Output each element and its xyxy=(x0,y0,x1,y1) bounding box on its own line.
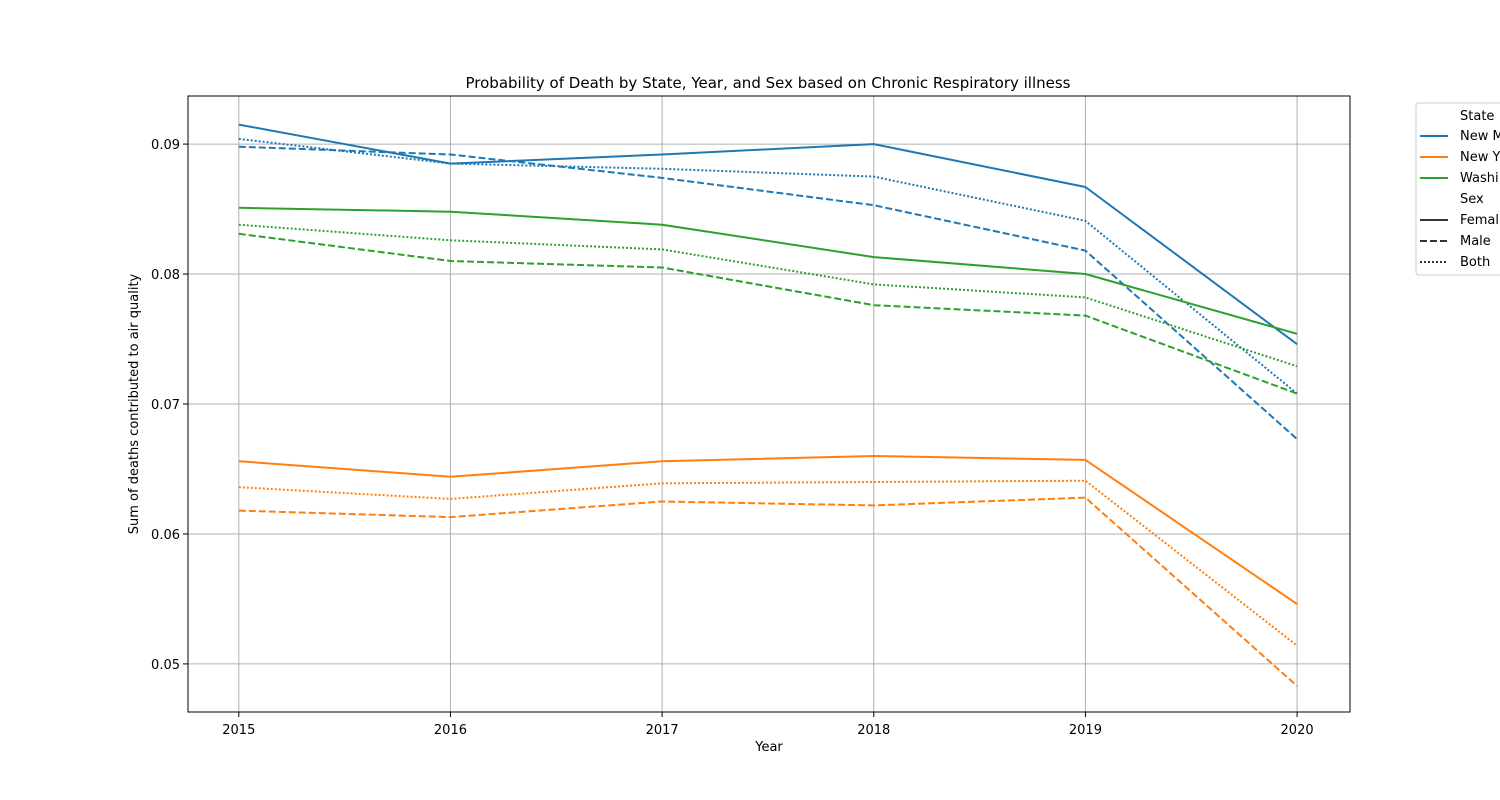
y-tick-label: 0.07 xyxy=(151,398,180,413)
y-tick-label: 0.06 xyxy=(151,528,180,543)
x-tick-label: 2020 xyxy=(1281,723,1314,738)
series-line-6 xyxy=(238,206,1298,335)
legend-label-sex: Femal xyxy=(1460,213,1499,228)
legend-label-state: Washi xyxy=(1460,171,1499,186)
series-line-4 xyxy=(238,496,1298,687)
y-tick-label: 0.05 xyxy=(151,658,180,673)
series-line-7 xyxy=(238,232,1298,395)
x-tick-label: 2015 xyxy=(222,723,255,738)
series-lines xyxy=(238,123,1298,687)
series-line-0 xyxy=(238,123,1298,346)
y-tick-label: 0.08 xyxy=(151,268,180,283)
y-tick-label: 0.09 xyxy=(151,138,180,153)
series-line-1 xyxy=(238,145,1298,440)
legend-title-state: State xyxy=(1460,109,1494,124)
series-line-8 xyxy=(238,223,1298,368)
y-axis-label: Sum of deaths contributed to air quality xyxy=(127,273,142,534)
series-line-3 xyxy=(238,455,1298,605)
legend: State New M New Y Washi Sex Femal Male Both xyxy=(1415,102,1500,276)
x-tick-label: 2017 xyxy=(646,723,679,738)
chart-title: Probability of Death by State, Year, and… xyxy=(466,74,1071,92)
legend-label-state: New M xyxy=(1460,129,1500,144)
series-line-5 xyxy=(238,479,1298,647)
legend-title-sex: Sex xyxy=(1460,192,1484,207)
x-tick-label: 2018 xyxy=(857,723,890,738)
legend-label-sex: Both xyxy=(1460,255,1490,270)
x-axis: 2015 2016 2017 2018 2019 2020 xyxy=(222,712,1314,738)
x-tick-label: 2019 xyxy=(1069,723,1102,738)
legend-box xyxy=(1415,102,1500,276)
x-axis-label: Year xyxy=(754,740,783,755)
legend-label-sex: Male xyxy=(1460,234,1491,249)
grid-lines xyxy=(188,96,1350,712)
series-line-2 xyxy=(238,137,1298,395)
x-tick-label: 2016 xyxy=(434,723,467,738)
y-axis: 0.05 0.06 0.07 0.08 0.09 xyxy=(151,138,188,673)
legend-label-state: New Y xyxy=(1460,150,1500,165)
